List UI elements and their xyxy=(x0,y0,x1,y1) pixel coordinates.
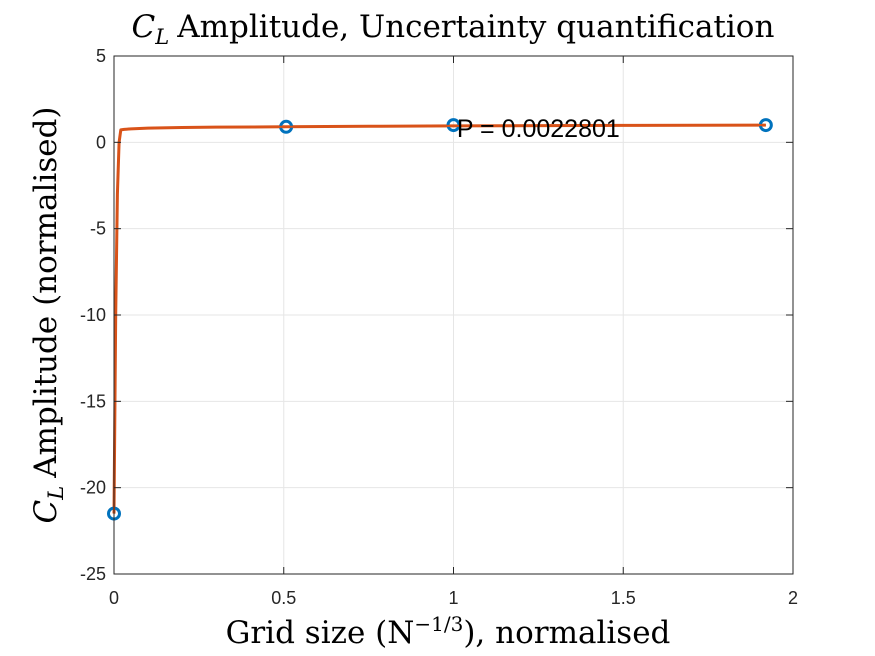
y-tick-label: 0 xyxy=(96,132,106,152)
x-tick-label: 2 xyxy=(788,588,798,608)
x-axis-label-superscript: −1/3 xyxy=(414,612,463,636)
title-symbol: C xyxy=(132,9,156,45)
title-subscript: L xyxy=(154,25,169,49)
y-axis-label: CL Amplitude (normalised) xyxy=(28,106,68,523)
y-tick-label: -15 xyxy=(80,391,106,411)
x-tick-label: 0 xyxy=(109,588,119,608)
fit-line-overlay xyxy=(113,124,766,514)
x-axis-label: Grid size (N−1/3), normalised xyxy=(226,612,671,651)
y-tick-label: -5 xyxy=(90,219,106,239)
p-value-annotation: P = 0.0022801 xyxy=(457,115,620,143)
y-tick-label: -10 xyxy=(80,305,106,325)
y-tick-label: -20 xyxy=(80,478,106,498)
axes-box xyxy=(113,55,794,575)
x-axis-label-prefix: Grid size (N xyxy=(226,615,415,651)
x-tick-label: 1.5 xyxy=(611,588,636,608)
x-tick-label: 1 xyxy=(448,588,458,608)
y-axis-label-subscript: L xyxy=(44,486,68,501)
y-tick-label: -25 xyxy=(80,564,106,584)
title-text: Amplitude, Uncertainty quantification xyxy=(176,9,774,45)
x-tick-label: 0.5 xyxy=(271,588,296,608)
y-tick-label: 5 xyxy=(96,46,106,66)
y-axis-label-symbol: C xyxy=(28,500,64,524)
x-axis-label-suffix: ), normalised xyxy=(463,615,670,651)
chart-title: CL Amplitude, Uncertainty quantification xyxy=(132,9,775,49)
axis-ticks: 0 0.5 1 1.5 2 5 0 -5 -10 -15 -20 -25 xyxy=(80,46,798,608)
y-axis-label-text: Amplitude (normalised) xyxy=(28,106,64,478)
